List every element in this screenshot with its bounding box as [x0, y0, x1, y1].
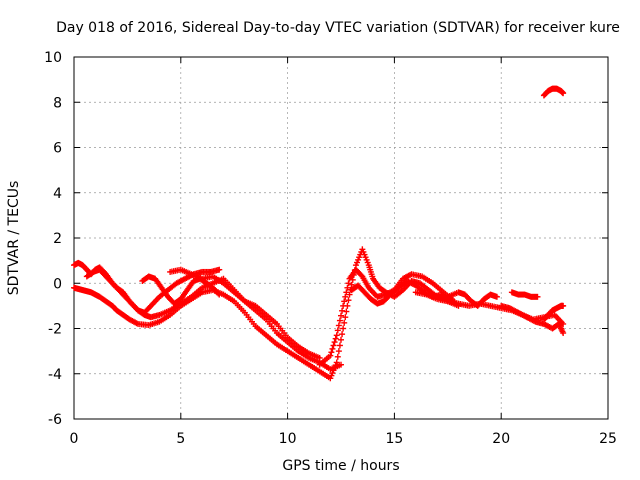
- data-point: [365, 262, 376, 280]
- data-point: [444, 290, 460, 300]
- x-tick-label: 15: [385, 431, 403, 447]
- y-tick-label: -4: [48, 367, 62, 383]
- data-point: [126, 316, 140, 327]
- data-point: [220, 291, 236, 304]
- data-point: [399, 271, 414, 282]
- data-point: [340, 280, 352, 309]
- data-point: [96, 293, 108, 304]
- data-point: [122, 293, 134, 306]
- data-point: [338, 361, 344, 368]
- data-point: [305, 354, 321, 365]
- x-tick-label: 10: [279, 431, 297, 447]
- y-tick-label: 6: [53, 141, 62, 157]
- y-tick-label: -6: [48, 412, 62, 428]
- data-point: [316, 354, 323, 361]
- series-track-11: [498, 302, 567, 337]
- data-point: [523, 314, 537, 324]
- data-point: [231, 289, 247, 303]
- data-point: [532, 318, 546, 327]
- data-point: [295, 354, 311, 367]
- data-point: [252, 302, 268, 317]
- data-point: [333, 331, 346, 366]
- data-point: [216, 266, 223, 273]
- data-point: [263, 311, 279, 326]
- series-track-10: [508, 289, 541, 300]
- data-point: [156, 308, 172, 318]
- x-tick-label: 0: [70, 431, 79, 447]
- data-point: [231, 298, 247, 314]
- data-point: [423, 291, 439, 302]
- data-point: [199, 273, 215, 282]
- data-point: [534, 293, 541, 300]
- data-point: [167, 301, 183, 314]
- data-point: [103, 273, 115, 286]
- data-point: [156, 313, 172, 325]
- data-point: [273, 330, 289, 344]
- data-point: [560, 330, 567, 337]
- data-point: [352, 266, 365, 279]
- data-point: [216, 291, 223, 298]
- series-track-7: [348, 277, 453, 307]
- data-point: [455, 300, 471, 309]
- x-axis-label: GPS time / hours: [282, 458, 399, 474]
- data-point: [273, 320, 289, 339]
- data-point: [327, 335, 339, 359]
- data-point: [173, 276, 187, 287]
- data-point: [474, 297, 487, 309]
- data-point: [241, 309, 257, 327]
- series-track-9: [444, 289, 500, 309]
- data-point: [188, 271, 204, 281]
- series-track-13: [540, 85, 567, 99]
- data-point: [209, 273, 225, 286]
- series-track-5: [167, 266, 323, 361]
- data-point: [135, 320, 150, 328]
- data-point: [295, 343, 311, 356]
- series-track-6: [316, 266, 458, 368]
- data-point: [152, 275, 164, 290]
- data-point: [560, 90, 567, 97]
- grid: [74, 57, 608, 419]
- y-tick-label: -2: [48, 322, 62, 338]
- data-point: [333, 307, 346, 339]
- data-point: [177, 288, 190, 303]
- data-point: [188, 286, 204, 300]
- y-tick-label: 2: [53, 231, 62, 247]
- data-point: [417, 280, 431, 292]
- y-axis-label: SDTVAR / TECUs: [6, 181, 22, 296]
- x-tick-label: 25: [599, 431, 617, 447]
- data-point: [551, 311, 565, 326]
- data-point: [252, 323, 268, 337]
- data-point: [145, 319, 161, 329]
- series-track-4: [139, 273, 223, 307]
- data-point: [284, 348, 300, 360]
- axis-ticks: 0 5 10 15 20 25 -6 -4 -2 0 2 4 6 8 10: [44, 50, 617, 447]
- data-point: [220, 280, 236, 294]
- data-point: [273, 341, 289, 353]
- data-marks: [71, 85, 567, 382]
- data-point: [340, 297, 352, 332]
- data-point: [147, 295, 162, 309]
- y-tick-label: 8: [53, 95, 62, 111]
- y-tick-label: 4: [53, 186, 62, 202]
- y-tick-label: 10: [44, 50, 62, 66]
- chart-title: Day 018 of 2016, Sidereal Day-to-day VTE…: [56, 20, 620, 36]
- data-point: [560, 302, 567, 309]
- x-tick-label: 5: [176, 431, 185, 447]
- data-point: [545, 86, 555, 94]
- data-point: [493, 293, 500, 300]
- y-tick-label: 0: [53, 276, 62, 292]
- data-point: [461, 291, 474, 304]
- data-point: [241, 298, 257, 309]
- series-track-12: [540, 302, 567, 323]
- data-point: [327, 362, 343, 373]
- x-tick-label: 20: [492, 431, 510, 447]
- data-point: [391, 288, 405, 300]
